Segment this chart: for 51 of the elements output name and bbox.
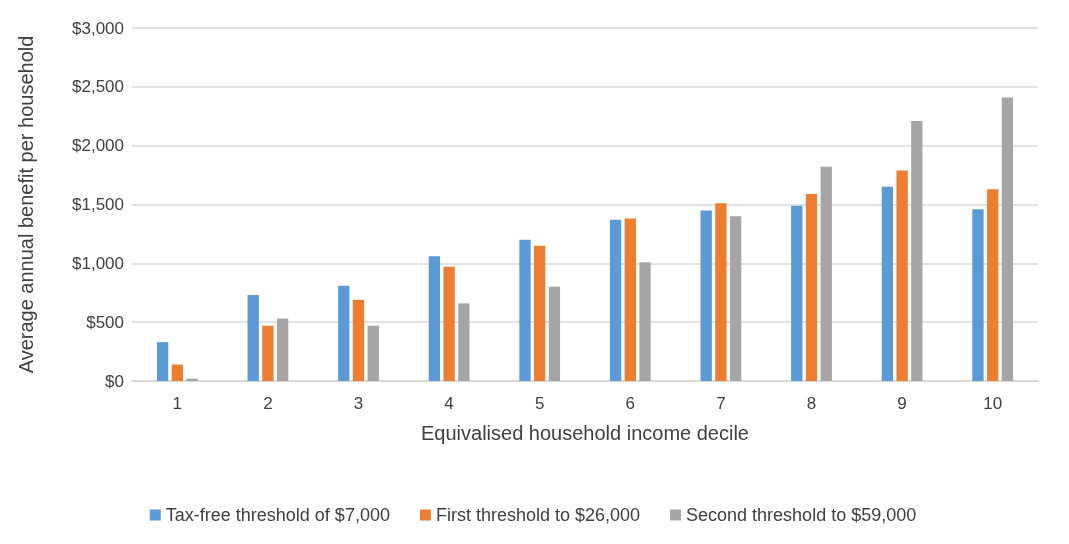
legend-label: Tax-free threshold of $7,000 xyxy=(165,505,390,525)
bar xyxy=(729,216,742,381)
y-tick-label: $0 xyxy=(105,371,124,391)
x-tick-label: 5 xyxy=(534,394,545,413)
x-tick-label: 1 xyxy=(172,394,183,413)
y-axis-title: Average annual benefit per household xyxy=(15,35,37,374)
x-tick-label: 4 xyxy=(444,394,454,413)
x-axis-title: Equivalised household income decile xyxy=(421,422,749,444)
bar xyxy=(700,210,712,381)
x-tick-label: 7 xyxy=(716,394,726,413)
bar xyxy=(805,193,818,381)
bar xyxy=(791,205,803,381)
bar xyxy=(911,120,923,381)
y-tick-label: $500 xyxy=(86,312,124,332)
bar xyxy=(820,166,832,381)
bar xyxy=(338,285,350,381)
bar xyxy=(639,262,651,381)
bar xyxy=(548,286,561,381)
x-tick-label: 2 xyxy=(263,394,273,413)
bar xyxy=(262,325,274,381)
bar xyxy=(276,318,289,381)
bar xyxy=(1001,97,1014,381)
x-tick-label: 8 xyxy=(806,394,817,413)
bar xyxy=(458,303,470,381)
y-tick-label: $2,500 xyxy=(72,77,124,97)
bar xyxy=(896,170,908,381)
y-tick-label: $1,000 xyxy=(72,253,124,273)
y-tick-label: $1,500 xyxy=(72,195,124,214)
x-tick-label: 3 xyxy=(353,394,364,413)
bar xyxy=(534,245,546,381)
bar xyxy=(881,186,894,381)
x-tick-label: 10 xyxy=(983,394,1003,413)
bar xyxy=(247,295,259,381)
y-tick-label: $3,000 xyxy=(72,18,124,38)
bar xyxy=(367,325,379,381)
y-tick-label: $2,000 xyxy=(72,136,124,156)
bar xyxy=(156,342,169,381)
bar xyxy=(443,266,455,381)
bar xyxy=(428,256,441,381)
bar xyxy=(624,218,636,381)
bar xyxy=(987,189,999,381)
bar xyxy=(972,209,984,381)
bar xyxy=(171,364,183,381)
x-tick-label: 6 xyxy=(625,394,636,413)
legend-label: Second threshold to $59,000 xyxy=(686,505,917,525)
x-tick-label: 9 xyxy=(897,394,907,413)
legend-label: First threshold to $26,000 xyxy=(435,505,641,525)
bar xyxy=(352,299,365,381)
bar xyxy=(715,203,727,381)
bar xyxy=(609,219,622,381)
bar xyxy=(519,239,531,381)
